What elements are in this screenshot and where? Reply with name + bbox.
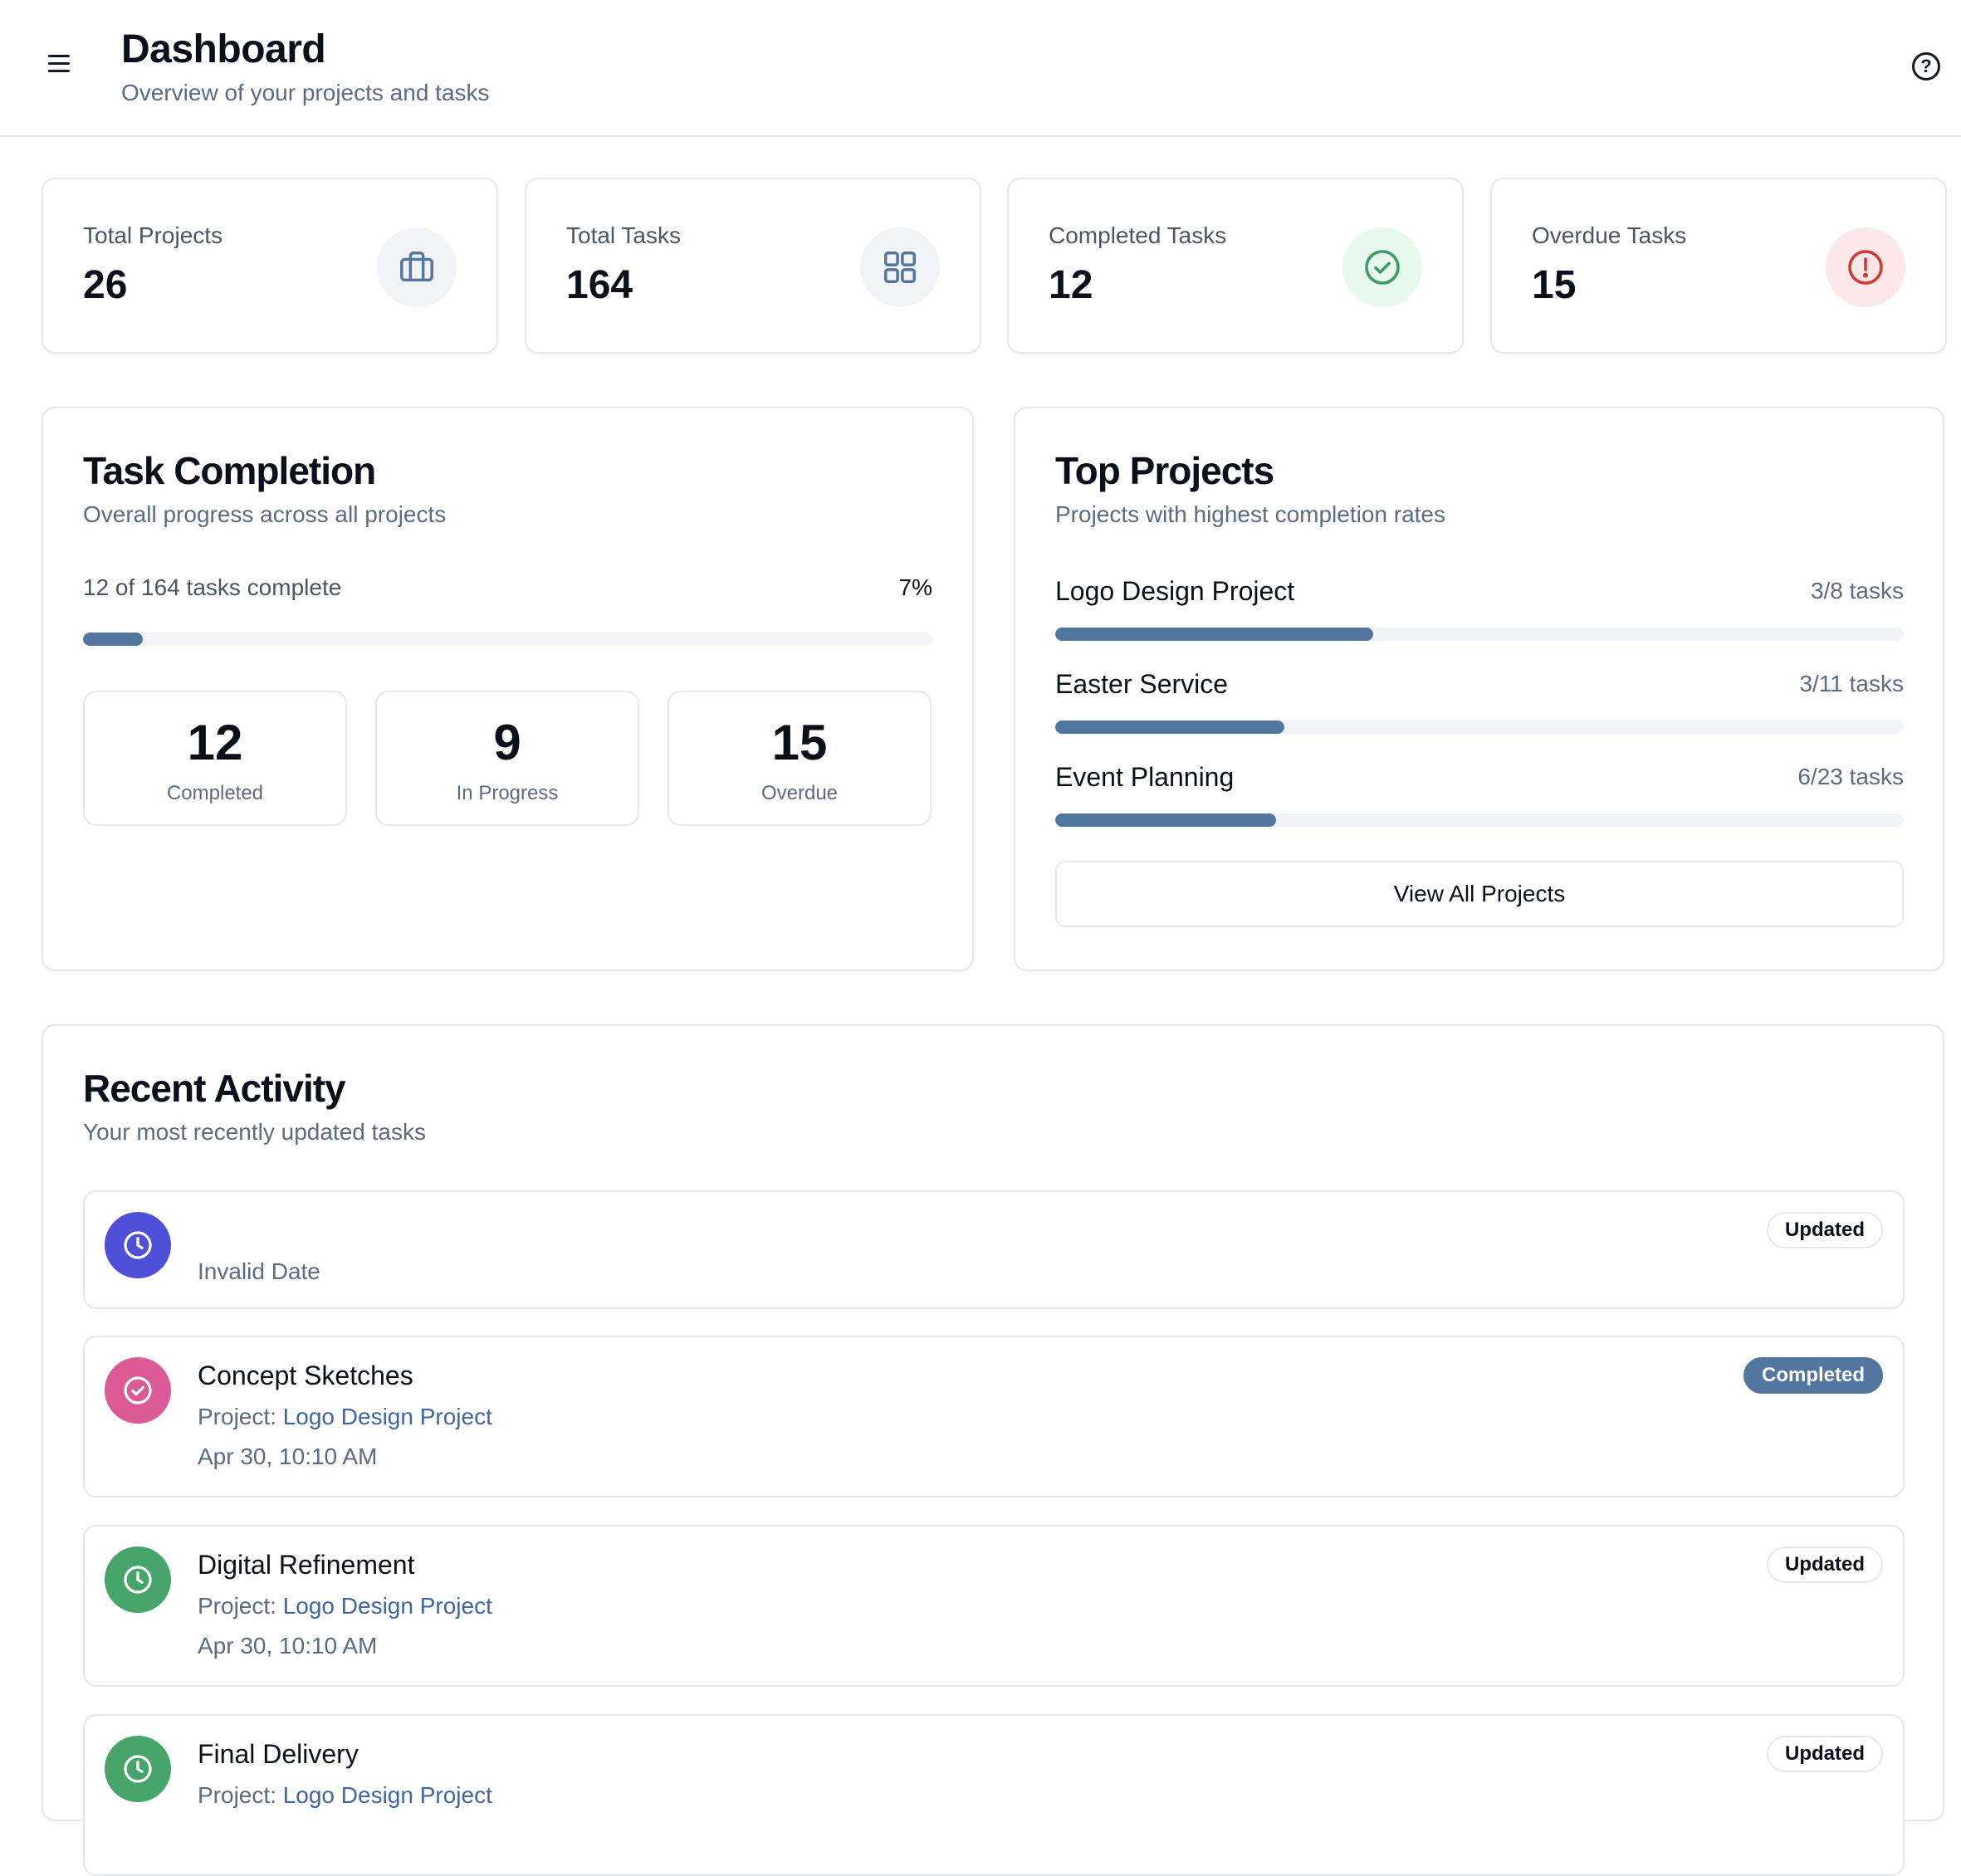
alert-circle-icon bbox=[1826, 227, 1905, 307]
top-header: Dashboard Overview of your projects and … bbox=[0, 0, 1961, 137]
activity-date: Invalid Date bbox=[198, 1258, 320, 1284]
mini-label: In Progress bbox=[456, 782, 559, 804]
project-prefix: Project: bbox=[198, 1782, 283, 1808]
progress-fill bbox=[1055, 813, 1276, 827]
project-task-count: 3/11 tasks bbox=[1799, 671, 1904, 696]
stat-value: 26 bbox=[83, 263, 128, 307]
activity-item[interactable]: Final Delivery Project: Logo Design Proj… bbox=[83, 1714, 1905, 1876]
menu-icon[interactable] bbox=[48, 55, 75, 78]
activity-project: Project: Logo Design Project bbox=[198, 1404, 492, 1430]
progress-summary: 12 of 164 tasks complete bbox=[83, 574, 342, 600]
stat-value: 12 bbox=[1049, 263, 1093, 307]
stat-label: Total Tasks bbox=[566, 222, 681, 248]
stat-label: Overdue Tasks bbox=[1532, 222, 1687, 248]
top-projects-panel: Top Projects Projects with highest compl… bbox=[1014, 407, 1944, 971]
project-name: Logo Design Project bbox=[1055, 576, 1295, 606]
recent-activity-panel: Recent Activity Your most recently updat… bbox=[42, 1024, 1944, 1876]
view-all-projects-button[interactable]: View All Projects bbox=[1055, 861, 1904, 927]
help-icon[interactable]: ? bbox=[1912, 52, 1940, 81]
project-link[interactable]: Logo Design Project bbox=[282, 1593, 492, 1619]
stat-card-total-projects: Total Projects 26 bbox=[42, 178, 498, 354]
in-progress-count-box: 9 In Progress bbox=[375, 691, 639, 826]
activity-item[interactable]: Concept Sketches Project: Logo Design Pr… bbox=[83, 1336, 1905, 1497]
activity-date: Apr 30, 10:10 AM bbox=[198, 1633, 378, 1659]
activity-title: Concept Sketches bbox=[198, 1361, 413, 1390]
panel-subtitle: Projects with highest completion rates bbox=[1055, 501, 1445, 527]
progress-percent: 7% bbox=[898, 574, 932, 600]
panel-title: Recent Activity bbox=[83, 1067, 346, 1110]
activity-title: Digital Refinement bbox=[198, 1550, 415, 1580]
status-badge: Completed bbox=[1743, 1357, 1883, 1394]
clock-icon bbox=[105, 1212, 171, 1278]
project-task-count: 6/23 tasks bbox=[1797, 764, 1904, 789]
page-subtitle: Overview of your projects and tasks bbox=[121, 80, 490, 105]
stat-card-total-tasks: Total Tasks 164 bbox=[525, 178, 981, 354]
mini-label: Overdue bbox=[760, 782, 839, 804]
stat-label: Total Projects bbox=[83, 222, 223, 248]
panel-subtitle: Overall progress across all projects bbox=[83, 501, 447, 527]
status-badge: Updated bbox=[1767, 1212, 1883, 1248]
project-name: Easter Service bbox=[1055, 669, 1229, 699]
panel-title: Top Projects bbox=[1055, 449, 1274, 492]
panel-subtitle: Your most recently updated tasks bbox=[83, 1119, 426, 1145]
mini-value: 12 bbox=[187, 715, 243, 770]
progress-fill bbox=[1055, 721, 1284, 734]
project-prefix: Project: bbox=[198, 1404, 283, 1429]
activity-date: Apr 30, 10:10 AM bbox=[198, 1444, 378, 1469]
project-task-count: 3/8 tasks bbox=[1810, 578, 1904, 603]
mini-value: 9 bbox=[493, 715, 521, 770]
stat-label: Completed Tasks bbox=[1049, 222, 1227, 248]
mini-label: Completed bbox=[166, 782, 264, 804]
activity-title: Final Delivery bbox=[198, 1739, 359, 1769]
task-completion-panel: Task Completion Overall progress across … bbox=[42, 407, 974, 971]
status-badge: Updated bbox=[1767, 1546, 1883, 1583]
stat-value: 164 bbox=[566, 263, 633, 307]
status-badge: Updated bbox=[1767, 1736, 1883, 1772]
project-name: Event Planning bbox=[1055, 762, 1235, 792]
clock-icon bbox=[105, 1546, 171, 1613]
progress-fill bbox=[1055, 628, 1374, 641]
check-circle-icon bbox=[1342, 227, 1422, 307]
overall-progress-bar bbox=[83, 633, 932, 646]
project-prefix: Project: bbox=[198, 1593, 283, 1619]
completed-count-box: 12 Completed bbox=[83, 691, 347, 826]
activity-project: Project: Logo Design Project bbox=[198, 1593, 492, 1620]
progress-fill bbox=[83, 633, 143, 646]
project-progress-bar bbox=[1055, 721, 1904, 734]
project-link[interactable]: Logo Design Project bbox=[282, 1404, 492, 1429]
page-title: Dashboard bbox=[121, 27, 326, 71]
stat-value: 15 bbox=[1532, 263, 1577, 307]
stat-card-overdue-tasks: Overdue Tasks 15 bbox=[1490, 178, 1947, 354]
project-progress-bar bbox=[1055, 628, 1904, 641]
clock-icon bbox=[105, 1736, 171, 1802]
mini-value: 15 bbox=[771, 715, 828, 770]
stat-card-completed-tasks: Completed Tasks 12 bbox=[1007, 178, 1464, 354]
project-link[interactable]: Logo Design Project bbox=[282, 1782, 492, 1808]
overdue-count-box: 15 Overdue bbox=[668, 691, 932, 826]
panel-title: Task Completion bbox=[83, 449, 376, 492]
check-circle-icon bbox=[105, 1357, 171, 1424]
activity-item[interactable]: Invalid Date Updated bbox=[83, 1190, 1905, 1309]
briefcase-icon bbox=[377, 227, 457, 307]
grid-icon bbox=[860, 227, 940, 307]
project-progress-bar bbox=[1055, 813, 1904, 827]
activity-item[interactable]: Digital Refinement Project: Logo Design … bbox=[83, 1525, 1905, 1687]
activity-project: Project: Logo Design Project bbox=[198, 1782, 492, 1809]
